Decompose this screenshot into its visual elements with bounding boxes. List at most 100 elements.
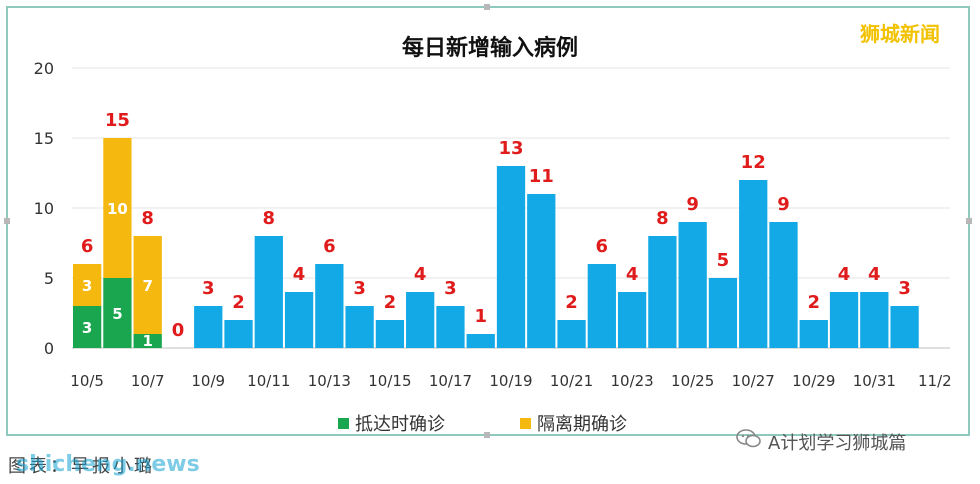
data-label-total: 8 xyxy=(656,208,669,229)
data-label-total: 2 xyxy=(807,292,820,313)
x-axis-ticks: 10/5 10/7 10/9 10/11 10/13 10/15 10/17 10/19 10/… xyxy=(70,372,951,390)
y-tick-label: 15 xyxy=(34,129,54,148)
x-tick-label: 10/13 xyxy=(308,372,351,390)
y-tick-label: 20 xyxy=(34,59,54,78)
bar-quarantine xyxy=(103,138,132,278)
wechat-watermark: A计划学习狮城篇 xyxy=(736,428,906,455)
data-label-total: 12 xyxy=(741,152,766,173)
y-tick-label: 0 xyxy=(44,339,54,358)
bar-total xyxy=(375,320,405,348)
bar-arrival xyxy=(133,334,162,348)
data-label-total: 3 xyxy=(898,278,911,299)
legend-swatch-arrival xyxy=(338,417,349,429)
x-tick-label: 10/5 xyxy=(70,372,104,390)
bar-total xyxy=(224,320,253,348)
x-tick-label: 10/17 xyxy=(429,372,472,390)
data-label-total: 3 xyxy=(202,278,215,299)
resize-handle-bottom[interactable] xyxy=(484,432,490,438)
data-label-quarantine: 7 xyxy=(142,277,152,295)
data-label-total: 5 xyxy=(717,250,730,271)
data-label-total: 4 xyxy=(414,264,427,285)
bar-total xyxy=(496,166,526,348)
bar-total xyxy=(436,306,465,348)
data-label-total: 6 xyxy=(323,236,336,257)
wechat-icon xyxy=(736,428,762,455)
x-tick-label: 11/2 xyxy=(918,372,952,390)
data-label-total: 3 xyxy=(444,278,457,299)
bar-quarantine xyxy=(133,236,162,334)
bar-total xyxy=(678,222,707,348)
y-tick-label: 10 xyxy=(34,199,54,218)
x-tick-label: 10/7 xyxy=(131,372,165,390)
bar-total xyxy=(739,180,768,348)
bar-total xyxy=(557,320,586,348)
data-label-total: 13 xyxy=(498,138,523,159)
bars xyxy=(73,138,919,348)
bar-total xyxy=(254,236,283,348)
resize-handle-right[interactable] xyxy=(966,218,972,224)
x-tick-label: 10/29 xyxy=(792,372,835,390)
x-tick-label: 10/25 xyxy=(671,372,714,390)
x-tick-label: 10/21 xyxy=(550,372,593,390)
y-tick-label: 5 xyxy=(44,269,54,288)
data-label-total: 2 xyxy=(232,292,245,313)
resize-handle-top[interactable] xyxy=(484,4,490,10)
bar-total xyxy=(587,264,616,348)
data-label-total: 4 xyxy=(868,264,881,285)
bar-total xyxy=(345,306,374,348)
data-label-total: 6 xyxy=(596,236,609,257)
data-label-quarantine: 10 xyxy=(107,200,128,218)
data-label-total: 8 xyxy=(141,208,154,229)
watermark-site: shicheng.news xyxy=(16,452,200,477)
bar-total xyxy=(829,292,859,348)
legend-swatch-quarantine xyxy=(520,417,531,429)
data-label-total: 9 xyxy=(777,194,790,215)
brand-logo: 狮城新闻 xyxy=(860,22,940,46)
data-label-total: 4 xyxy=(626,264,639,285)
chart-title: 每日新增输入病例 xyxy=(401,36,578,61)
data-label-total: 2 xyxy=(384,292,397,313)
data-label-total: 6 xyxy=(81,236,94,257)
bar-total xyxy=(617,292,647,348)
chart-frame xyxy=(4,4,972,438)
bar-total xyxy=(527,194,556,348)
x-tick-label: 10/15 xyxy=(368,372,411,390)
legend-label-arrival: 抵达时确诊 xyxy=(355,414,445,435)
bar-total xyxy=(315,264,344,348)
x-tick-label: 10/23 xyxy=(610,372,653,390)
data-label-total: 3 xyxy=(353,278,366,299)
bar-total xyxy=(799,320,828,348)
x-tick-label: 10/9 xyxy=(191,372,225,390)
x-tick-label: 10/19 xyxy=(489,372,532,390)
data-label-total: 9 xyxy=(686,194,699,215)
bar-total xyxy=(708,278,738,348)
bar-total xyxy=(890,306,919,348)
data-label-arrival: 3 xyxy=(82,319,92,337)
x-tick-label: 10/11 xyxy=(247,372,290,390)
wechat-account-name: A计划学习狮城篇 xyxy=(768,432,907,454)
bar-total xyxy=(648,236,677,348)
y-axis-ticks: 0 5 10 15 20 xyxy=(34,59,54,358)
data-label-arrival: 5 xyxy=(112,305,122,323)
resize-handle-left[interactable] xyxy=(4,218,10,224)
data-label-total: 2 xyxy=(565,292,578,313)
bar-total xyxy=(466,334,495,348)
data-label-total: 4 xyxy=(293,264,306,285)
data-label-arrival: 1 xyxy=(142,332,152,350)
bar-total xyxy=(284,292,314,348)
bar-total xyxy=(860,292,889,348)
x-tick-label: 10/31 xyxy=(853,372,896,390)
data-label-total: 1 xyxy=(474,306,487,327)
data-label-total: 15 xyxy=(105,110,130,131)
legend-item-quarantine: 隔离期确诊 xyxy=(520,410,627,436)
data-label-total: 11 xyxy=(529,166,554,187)
data-label-quarantine: 3 xyxy=(82,277,92,295)
bar-quarantine xyxy=(73,264,102,306)
data-label-total: 4 xyxy=(838,264,851,285)
bar-arrival xyxy=(103,278,132,348)
bar-total xyxy=(194,306,223,348)
data-label-total: 0 xyxy=(172,320,185,341)
legend-label-quarantine: 隔离期确诊 xyxy=(537,414,627,435)
